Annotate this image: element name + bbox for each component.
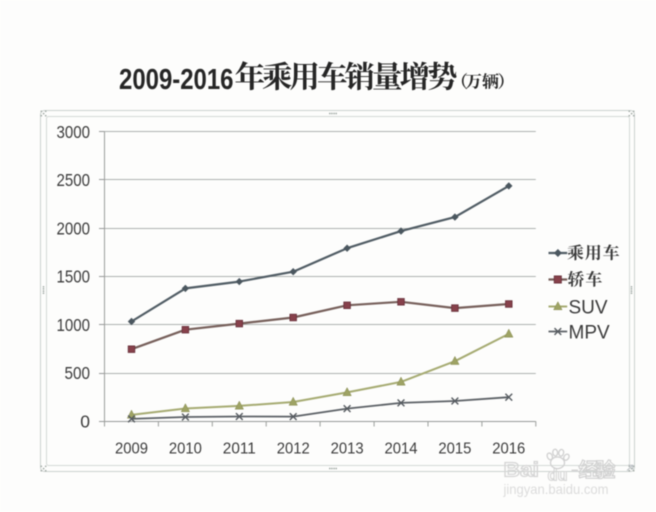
svg-text:1000: 1000 <box>57 315 91 335</box>
svg-text:2009: 2009 <box>115 441 148 458</box>
svg-text:jingyan.baidu.com: jingyan.baidu.com <box>503 481 609 497</box>
svg-text:1500: 1500 <box>57 267 91 287</box>
svg-text:2013: 2013 <box>331 441 364 458</box>
svg-text:2016: 2016 <box>492 441 525 458</box>
svg-text:SUV: SUV <box>569 298 608 319</box>
svg-text:2009-2016: 2009-2016 <box>119 64 234 96</box>
svg-text:2010: 2010 <box>169 441 202 458</box>
svg-text:2011: 2011 <box>223 441 256 458</box>
svg-text:2000: 2000 <box>57 218 91 238</box>
svg-text:2500: 2500 <box>57 170 91 190</box>
svg-text:2012: 2012 <box>277 441 310 458</box>
svg-text:MPV: MPV <box>569 323 611 344</box>
svg-text:0: 0 <box>80 412 90 432</box>
svg-text:3000: 3000 <box>57 122 91 142</box>
svg-text:2014: 2014 <box>385 441 418 458</box>
svg-text:Bai: Bai <box>504 460 540 482</box>
svg-text:du: du <box>548 466 568 485</box>
svg-text:2015: 2015 <box>438 441 471 458</box>
svg-text:500: 500 <box>65 363 91 383</box>
